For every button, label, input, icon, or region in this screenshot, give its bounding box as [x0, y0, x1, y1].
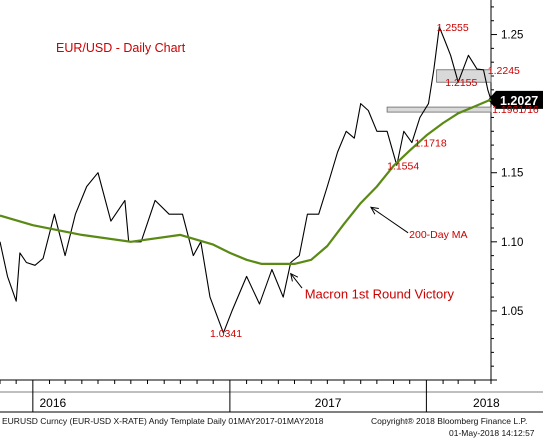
moving-average-line	[0, 98, 492, 265]
annotation-label: Macron 1st Round Victory	[305, 287, 455, 302]
y-tick-label: 1.25	[501, 30, 523, 42]
annotation-label: 1.0341	[210, 328, 242, 340]
annotation-label: 1.1554	[387, 160, 419, 172]
series-lines	[0, 26, 492, 334]
last-price-label: 1.2027	[500, 94, 538, 108]
annotation-label: 1.1718	[415, 138, 447, 150]
y-tick-label: 1.05	[501, 306, 523, 318]
annotation-label: 1.2245	[488, 65, 520, 77]
annotations: 1.2555 1.2245 1.2155 1.1961/16 1.1718 1.1554 1…	[210, 22, 539, 340]
footer-timestamp: 01-May-2018 14:12:57	[449, 428, 535, 438]
annotation-arrowhead	[369, 206, 379, 215]
chart-title: EUR/USD - Daily Chart	[56, 41, 186, 55]
annotation-arrow	[290, 273, 303, 289]
reference-zones	[386, 69, 492, 113]
footer-source: EURUSD Curncy (EUR-USD X-RATE) Andy Temp…	[2, 416, 324, 426]
annotation-label: 1.2155	[445, 77, 477, 89]
annotation-arrowhead	[290, 272, 299, 282]
price-line	[0, 26, 492, 334]
annotation-label: 200-Day MA	[409, 229, 467, 241]
annotation-label: 1.1961/16	[492, 104, 539, 116]
reference-zone	[436, 69, 492, 83]
x-tick-label: 2017	[315, 396, 342, 410]
annotation-label: 1.2555	[437, 22, 469, 34]
footer-copyright: Copyright® 2018 Bloomberg Finance L.P.	[371, 416, 528, 426]
y-tick-label: 1.10	[501, 237, 523, 249]
x-tick-label: 2016	[39, 396, 66, 410]
y-tick-label: 1.15	[501, 168, 523, 180]
x-tick-label: 2018	[473, 396, 500, 410]
last-price-badge	[488, 90, 543, 109]
annotation-arrow	[370, 206, 409, 234]
reference-zone	[386, 106, 492, 113]
